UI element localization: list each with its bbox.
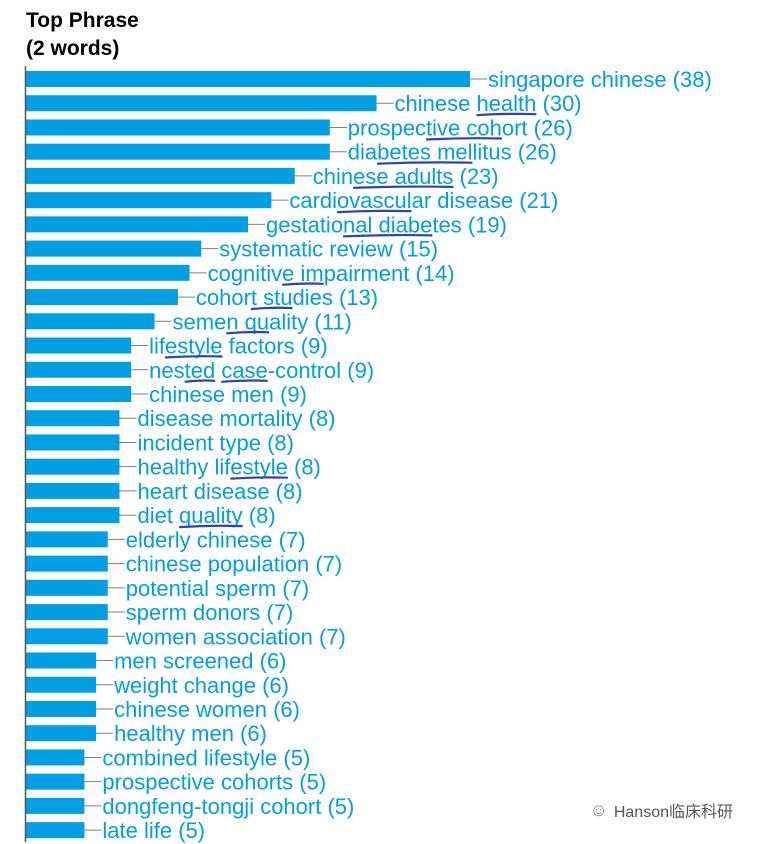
bar-29	[26, 749, 85, 766]
bar-label-20: elderly chinese (7)	[126, 527, 306, 552]
bar-22	[26, 579, 108, 596]
bar-label-8: systematic review (15)	[219, 237, 438, 262]
bar-label-15: disease mortality (8)	[137, 406, 335, 431]
watermark: ☺ Hanson临床科研	[589, 798, 733, 822]
bar-2	[26, 95, 377, 112]
bar-13	[26, 361, 132, 378]
underline-annotation-1	[476, 112, 537, 117]
bar-21	[26, 555, 108, 572]
bar-24	[26, 628, 108, 645]
underline-annotation-3	[377, 161, 473, 165]
bar-11	[26, 313, 155, 330]
bar-label-13: nested case-control (9)	[149, 358, 374, 383]
bar-8	[26, 240, 202, 257]
bar-label-25: men screened (6)	[114, 649, 286, 674]
bar-label-21: chinese population (7)	[126, 552, 342, 577]
bar-label-11: semen quality (11)	[173, 309, 352, 334]
bar-label-5: chinese adults (23)	[313, 164, 499, 189]
bar-31	[26, 797, 85, 814]
bar-3	[26, 119, 330, 136]
bar-32	[26, 822, 85, 839]
bar-label-7: gestational diabetes (19)	[266, 212, 507, 237]
bar-label-19: diet quality (8)	[137, 503, 275, 528]
bar-label-14: chinese men (9)	[149, 382, 307, 407]
bar-30	[26, 773, 85, 790]
bar-label-24: women association (7)	[125, 624, 346, 649]
underline-annotation-8	[250, 306, 293, 311]
underline-annotation-12	[221, 379, 268, 383]
bar-4	[26, 143, 330, 160]
bar-14	[26, 385, 132, 402]
underline-annotation-4	[353, 185, 454, 189]
bar-label-10: cohort studies (13)	[196, 285, 378, 310]
bar-1	[26, 71, 470, 87]
bar-6	[26, 192, 272, 209]
bar-16	[26, 434, 120, 451]
watermark-text: Hanson临床科研	[613, 804, 733, 821]
wechat-icon: ☺	[589, 799, 608, 820]
connectors-group	[84, 78, 487, 831]
bar-17	[26, 458, 120, 475]
bar-label-30: prospective cohorts (5)	[102, 770, 326, 795]
bar-15	[26, 410, 120, 427]
bars-group	[26, 71, 470, 839]
bar-20	[26, 531, 108, 548]
bar-23	[26, 604, 108, 621]
labels-group: singapore chinese (38)chinese health (30…	[102, 67, 711, 843]
bar-7	[26, 216, 248, 233]
underline-annotation-11	[184, 379, 216, 383]
underline-annotation-5	[336, 209, 412, 214]
bar-18	[26, 482, 120, 499]
bar-label-4: diabetes mellitus (26)	[348, 140, 557, 165]
bar-25	[26, 652, 97, 669]
bar-label-9: cognitive impairment (14)	[208, 261, 455, 286]
bar-label-12: lifestyle factors (9)	[149, 334, 328, 359]
chart-title: Top Phrase (2 words)	[26, 7, 139, 63]
bar-label-6: cardiovascular disease (21)	[289, 188, 558, 213]
bar-26	[26, 676, 97, 693]
bar-12	[26, 337, 132, 354]
underline-annotation-7	[282, 282, 324, 286]
chart-title-line-2: (2 words)	[26, 37, 120, 60]
bar-label-22: potential sperm (7)	[126, 576, 309, 601]
underline-annotation-14	[179, 524, 243, 529]
underline-annotation-6	[342, 233, 433, 238]
bar-19	[26, 507, 120, 524]
chart-title-line-1: Top Phrase	[26, 9, 139, 32]
bar-label-17: healthy lifestyle (8)	[137, 455, 320, 480]
bar-label-29: combined lifestyle (5)	[102, 745, 310, 770]
bar-label-3: prospective cohort (26)	[348, 115, 573, 140]
underline-annotation-13	[230, 476, 288, 480]
bar-label-1: singapore chinese (38)	[488, 67, 712, 92]
bar-label-31: dongfeng-tongji cohort (5)	[102, 794, 354, 819]
bar-label-2: chinese health (30)	[395, 91, 582, 116]
bar-label-16: incident type (8)	[137, 430, 294, 455]
underline-annotation-9	[226, 330, 270, 335]
bar-label-28: healthy men (6)	[114, 721, 267, 746]
underline-annotation-10	[164, 355, 223, 359]
bar-label-32: late life (5)	[102, 818, 205, 843]
bar-27	[26, 700, 97, 717]
underline-annotation-2	[426, 137, 502, 141]
bar-label-18: heart disease (8)	[137, 479, 302, 504]
bar-5	[26, 167, 295, 184]
annotations-group	[164, 112, 537, 529]
bar-9	[26, 264, 190, 281]
bar-10	[26, 289, 178, 306]
bar-label-27: chinese women (6)	[114, 697, 300, 722]
bar-label-26: weight change (6)	[113, 673, 289, 698]
bar-label-23: sperm donors (7)	[126, 600, 294, 625]
bar-28	[26, 725, 97, 742]
